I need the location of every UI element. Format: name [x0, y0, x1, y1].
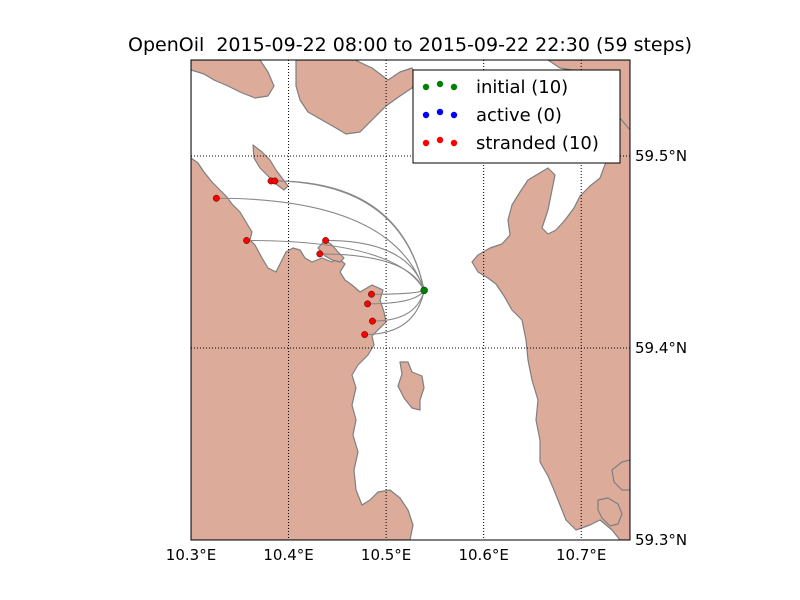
trajectory-line	[319, 253, 425, 291]
land-west-mainland	[191, 60, 414, 540]
lon-tick-label: 10.5°E	[361, 546, 411, 564]
map-title: OpenOil 2015-09-22 08:00 to 2015-09-22 2…	[128, 34, 692, 56]
legend-marker-initial	[450, 83, 458, 91]
tick-label-layer: 10.3°E 10.4°E 10.5°E 10.6°E 10.7°E 59.3°N 59.4…	[166, 147, 687, 564]
legend-marker-initial	[436, 80, 444, 88]
stranded-particle	[212, 194, 220, 202]
stranded-particle	[361, 331, 369, 338]
stranded-particle	[316, 250, 324, 258]
land-north-top	[191, 60, 275, 99]
trajectory-line	[216, 197, 425, 291]
lon-tick-label: 10.6°E	[458, 546, 508, 564]
land-southeast-point	[611, 459, 630, 491]
stranded-particle	[322, 237, 330, 244]
lat-tick-label: 59.3°N	[635, 531, 687, 549]
legend-marker-active	[436, 108, 444, 116]
land-small-island	[397, 361, 425, 411]
stranded-particle	[243, 237, 251, 244]
lon-tick-label: 10.4°E	[263, 546, 313, 564]
stranded-particle	[369, 317, 376, 325]
legend: initial (10) active (0) stranded (10)	[412, 69, 621, 164]
legend-marker-active	[450, 111, 458, 119]
trajectory-line	[364, 290, 425, 336]
legend-marker-initial	[422, 83, 430, 91]
legend-label-stranded: stranded (10)	[476, 133, 599, 154]
map-frame	[190, 59, 631, 541]
lat-tick-label: 59.5°N	[635, 147, 687, 165]
stranded-particle	[271, 177, 279, 185]
legend-marker-active	[422, 111, 430, 119]
trajectory-line	[325, 239, 425, 291]
legend-label-active: active (0)	[476, 105, 562, 126]
lat-tick-label: 59.4°N	[635, 339, 687, 357]
stranded-particle	[364, 300, 371, 308]
land-north-spit	[252, 144, 289, 191]
legend-marker-stranded	[422, 139, 430, 147]
stranded-particle	[368, 290, 375, 298]
legend-box	[412, 69, 621, 164]
legend-label-initial: initial (10)	[476, 77, 568, 98]
lon-tick-label: 10.3°E	[166, 546, 216, 564]
legend-marker-stranded	[450, 139, 458, 147]
particle-layer	[212, 177, 428, 338]
lon-tick-label: 10.7°E	[556, 546, 606, 564]
land-southeast-island	[597, 497, 623, 527]
trajectory-line	[246, 239, 425, 291]
initial-particle	[420, 286, 428, 295]
land-east-mainland	[471, 60, 630, 540]
legend-marker-stranded	[436, 136, 444, 144]
grid-layer	[191, 60, 630, 540]
trajectory-line	[274, 180, 425, 291]
